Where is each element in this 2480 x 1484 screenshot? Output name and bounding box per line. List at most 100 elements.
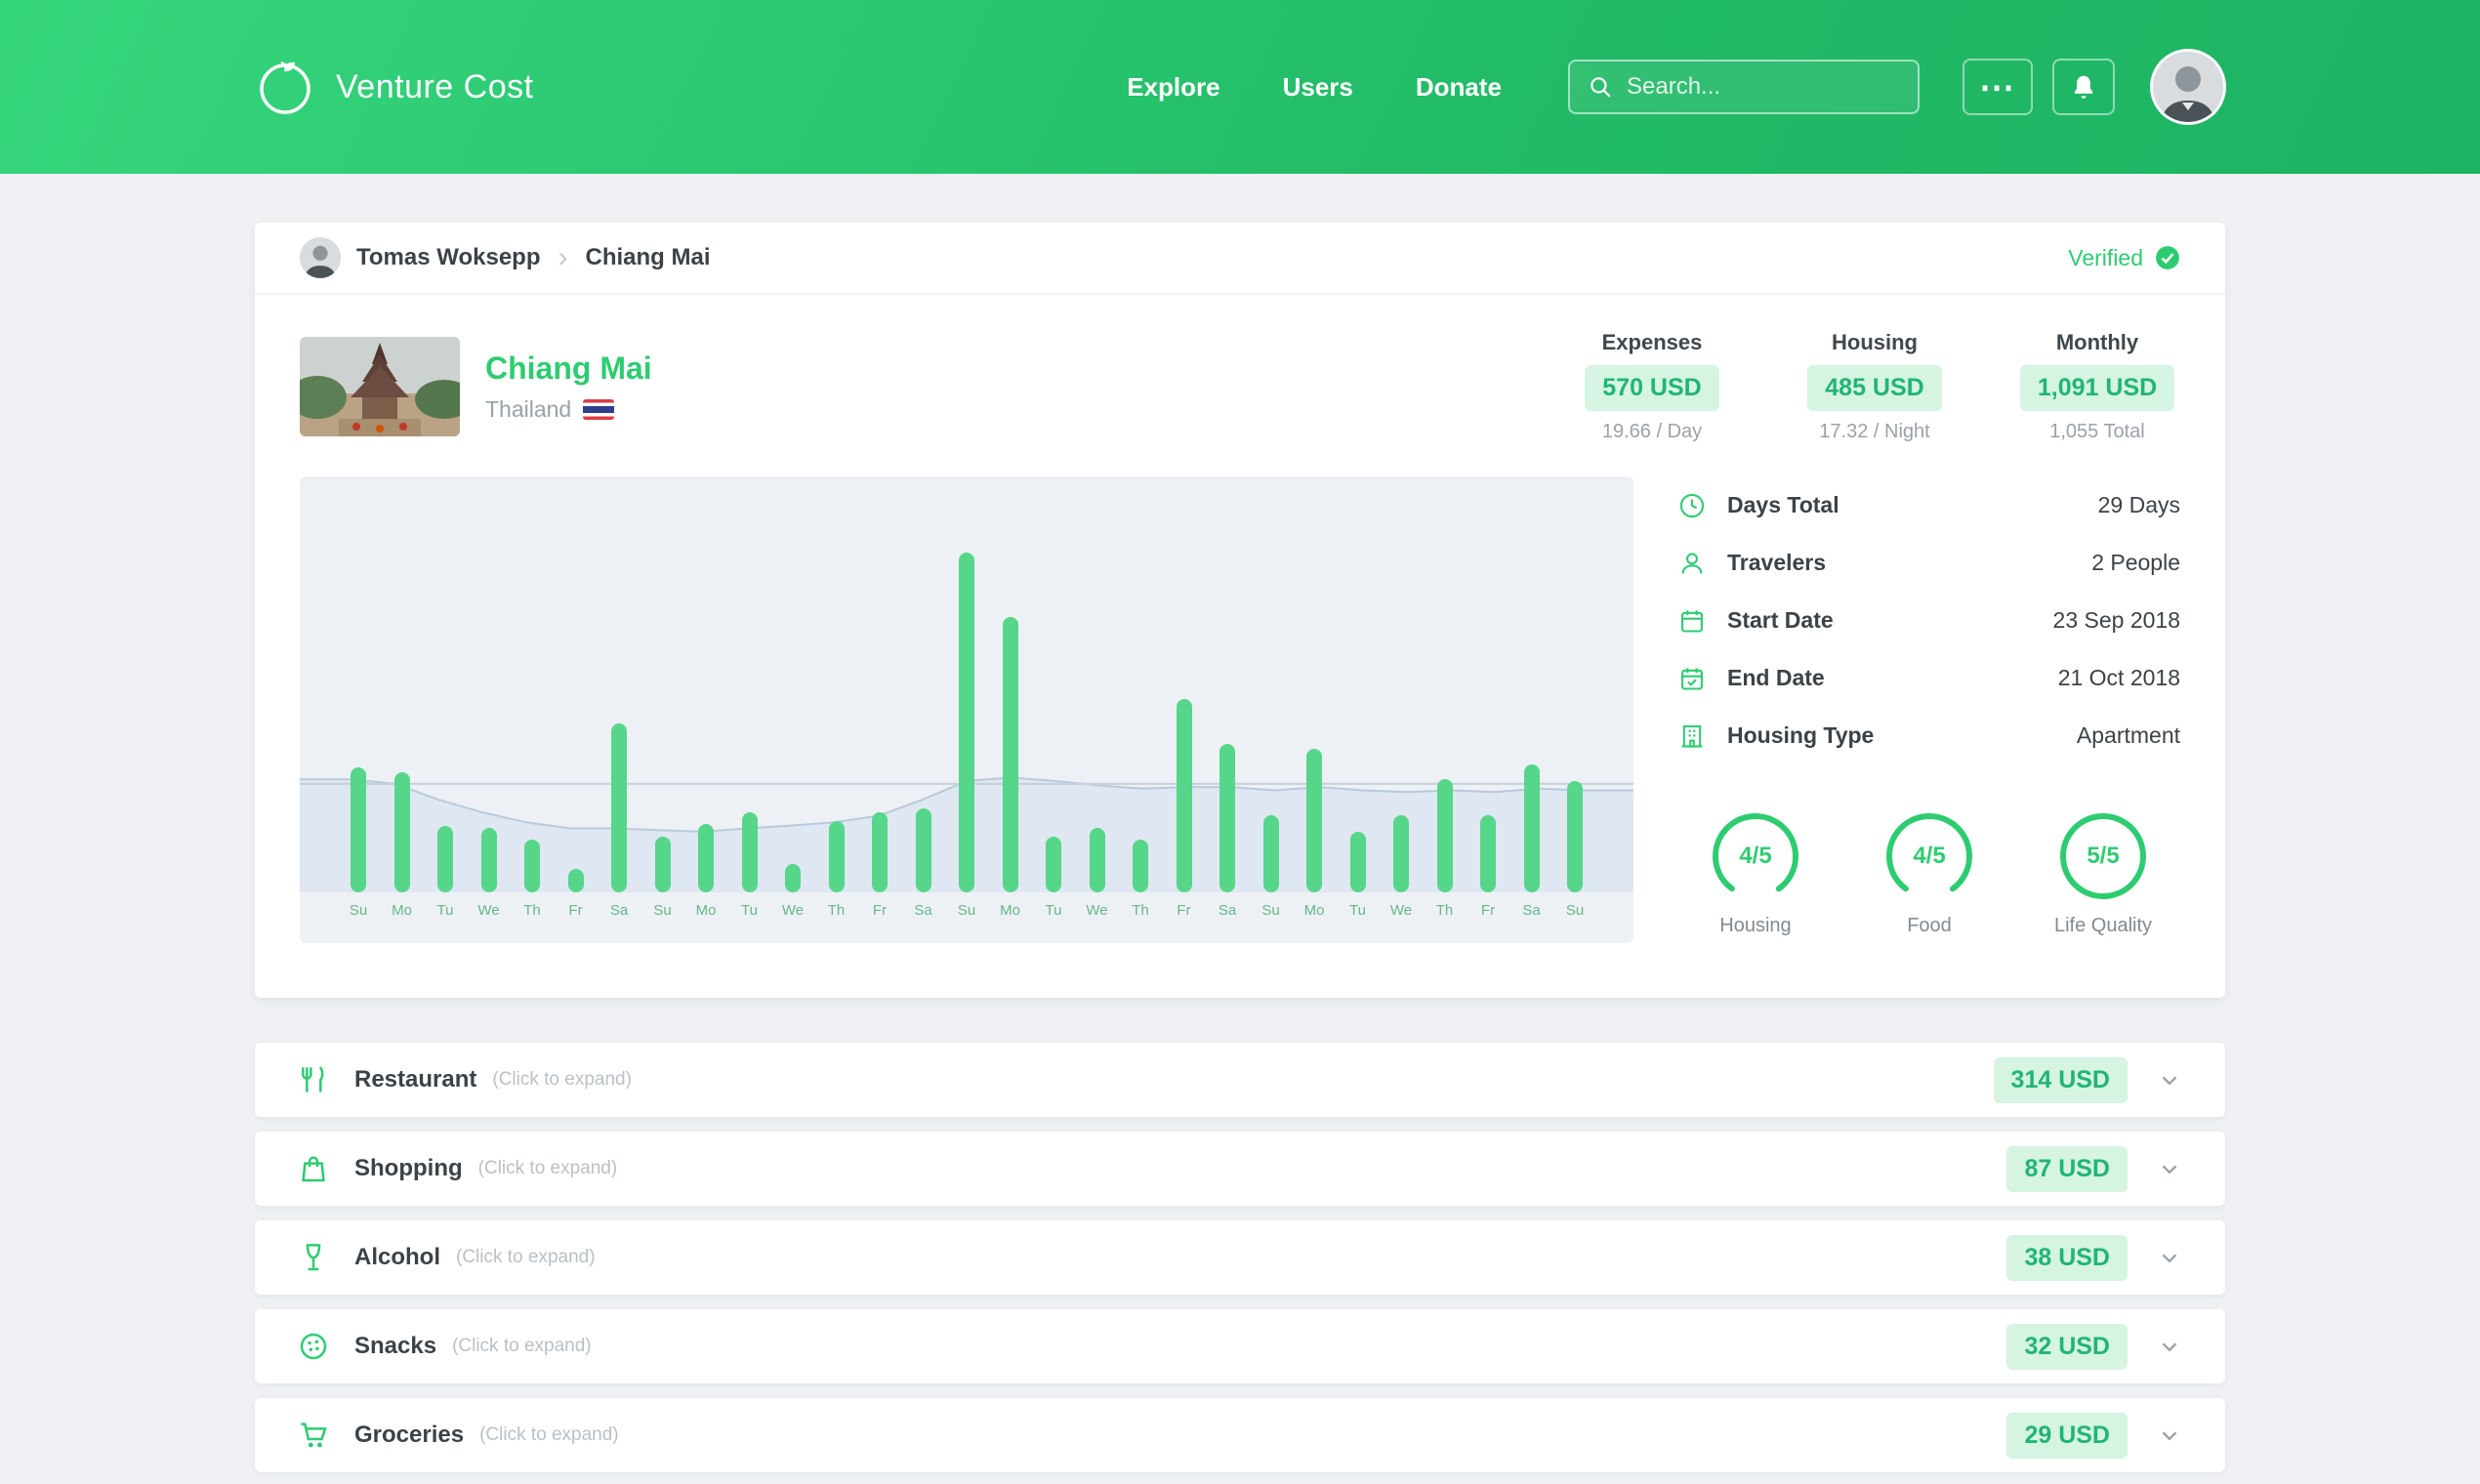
building-icon (1678, 722, 1710, 750)
breadcrumb-avatar[interactable] (300, 237, 341, 278)
detail-label: Start Date (1727, 607, 1834, 634)
wine-glass-icon (298, 1242, 333, 1273)
bar-day-label: Su (653, 902, 671, 919)
daily-spend-chart: SuMoTuWeThFrSaSuMoTuWeThFrSaSuMoTuWeThFr… (300, 476, 1633, 943)
gauge-value: 4/5 (1884, 811, 1974, 901)
bar-day-label: Th (523, 902, 541, 919)
chevron-down-icon[interactable] (2157, 1067, 2182, 1092)
bar: Fr (1480, 815, 1496, 892)
bar-day-label: We (1390, 902, 1412, 919)
stat-subtext: 17.32 / Night (1792, 421, 1958, 443)
nav-explore[interactable]: Explore (1127, 72, 1219, 103)
expense-row-alcohol[interactable]: Alcohol (Click to expand) 38 USD (255, 1220, 2225, 1295)
detail-days-total: Days Total 29 Days (1678, 476, 2180, 534)
chevron-down-icon[interactable] (2157, 1245, 2182, 1270)
bar-day-label: Mo (1304, 902, 1325, 919)
bar-day-label: Sa (610, 902, 628, 919)
bar: Mo (1306, 749, 1322, 892)
bar: Fr (1177, 699, 1192, 892)
expense-amount-badge: 29 USD (2006, 1413, 2128, 1459)
stat-value-badge: 1,091 USD (2020, 365, 2174, 411)
bar: Th (829, 821, 845, 892)
verified-check-icon (2155, 245, 2180, 270)
stat-subtext: 19.66 / Day (1569, 421, 1735, 443)
bar: Sa (611, 723, 627, 892)
bar: Sa (916, 808, 931, 892)
user-avatar[interactable] (2150, 49, 2226, 125)
bar-day-label: Fr (1481, 902, 1495, 919)
expense-row-snacks[interactable]: Snacks (Click to expand) 32 USD (255, 1309, 2225, 1383)
trip-details-panel: Days Total 29 Days Travelers 2 People (1678, 476, 2180, 943)
bar: Mo (1003, 617, 1018, 892)
traveler-icon (1678, 550, 1710, 577)
cookie-icon (298, 1331, 333, 1362)
detail-label: Housing Type (1727, 722, 1874, 749)
expense-row-restaurant[interactable]: Restaurant (Click to expand) 314 USD (255, 1043, 2225, 1117)
bar: Sa (1524, 764, 1540, 892)
stat-housing: Housing 485 USD 17.32 / Night (1792, 330, 1958, 443)
main-nav: Explore Users Donate (1127, 72, 1502, 103)
more-button[interactable]: ⋯ (1963, 59, 2033, 115)
bar: Mo (698, 824, 714, 892)
detail-housing-type: Housing Type Apartment (1678, 707, 2180, 764)
expand-hint: (Click to expand) (478, 1158, 618, 1179)
breadcrumb-page: Chiang Mai (585, 244, 710, 271)
bar: Fr (568, 869, 584, 892)
city-name: Chiang Mai (485, 350, 652, 387)
bell-icon (2069, 72, 2098, 102)
expense-label: Alcohol (354, 1244, 440, 1271)
stat-expenses: Expenses 570 USD 19.66 / Day (1569, 330, 1735, 443)
detail-end-date: End Date 21 Oct 2018 (1678, 649, 2180, 707)
expense-amount-badge: 314 USD (1994, 1057, 2128, 1103)
search-input[interactable] (1627, 73, 1900, 101)
stats-summary: Expenses 570 USD 19.66 / Day Housing 485… (1569, 330, 2180, 443)
notifications-button[interactable] (2052, 59, 2115, 115)
detail-value: Apartment (2077, 722, 2180, 749)
rating-gauges: 4/5 Housing 4/5 Food (1678, 811, 2180, 943)
bar: Su (959, 553, 974, 892)
gauge-label: Housing (1682, 915, 1829, 937)
gauge-value: 5/5 (2058, 811, 2148, 901)
detail-value: 21 Oct 2018 (2058, 665, 2180, 691)
detail-value: 29 Days (2098, 492, 2180, 518)
stat-label: Monthly (2014, 330, 2180, 355)
expense-row-shopping[interactable]: Shopping (Click to expand) 87 USD (255, 1132, 2225, 1206)
expand-hint: (Click to expand) (492, 1069, 632, 1091)
bar: Su (655, 837, 671, 892)
expand-hint: (Click to expand) (479, 1424, 619, 1446)
gauge-label: Life Quality (2030, 915, 2176, 937)
bar-day-label: Fr (1177, 902, 1190, 919)
bar-day-label: Sa (914, 902, 931, 919)
expense-amount-badge: 87 USD (2006, 1146, 2128, 1192)
nav-users[interactable]: Users (1283, 72, 1353, 103)
expense-row-groceries[interactable]: Groceries (Click to expand) 29 USD (255, 1398, 2225, 1472)
expense-label: Shopping (354, 1155, 463, 1182)
stat-label: Expenses (1569, 330, 1735, 355)
bar: Tu (1350, 832, 1366, 892)
gauge-housing: 4/5 Housing (1682, 811, 1829, 937)
app-header: Venture Cost Explore Users Donate ⋯ (0, 0, 2480, 174)
stat-value-badge: 485 USD (1807, 365, 1941, 411)
detail-value: 23 Sep 2018 (2053, 607, 2180, 634)
gauge-food: 4/5 Food (1856, 811, 2003, 937)
chevron-down-icon[interactable] (2157, 1156, 2182, 1181)
expand-hint: (Click to expand) (456, 1247, 596, 1268)
expense-label: Restaurant (354, 1066, 476, 1093)
expense-categories: Restaurant (Click to expand) 314 USD Sho… (255, 1043, 2225, 1484)
nav-donate[interactable]: Donate (1416, 72, 1502, 103)
bar-day-label: Su (1261, 902, 1279, 919)
avatar-image (2153, 52, 2223, 122)
brand-logo[interactable]: Venture Cost (254, 56, 534, 118)
bar: We (785, 864, 801, 892)
city-photo (300, 337, 460, 436)
restaurant-icon (298, 1064, 333, 1095)
expense-label: Snacks (354, 1333, 436, 1360)
bar-day-label: Sa (1522, 902, 1540, 919)
logo-icon (254, 56, 316, 118)
chevron-down-icon[interactable] (2157, 1334, 2182, 1359)
shopping-bag-icon (298, 1153, 333, 1184)
chevron-down-icon[interactable] (2157, 1422, 2182, 1448)
calendar-icon (1678, 607, 1710, 635)
gauge-life-quality: 5/5 Life Quality (2030, 811, 2176, 937)
breadcrumb-user[interactable]: Tomas Woksepp (356, 244, 540, 271)
